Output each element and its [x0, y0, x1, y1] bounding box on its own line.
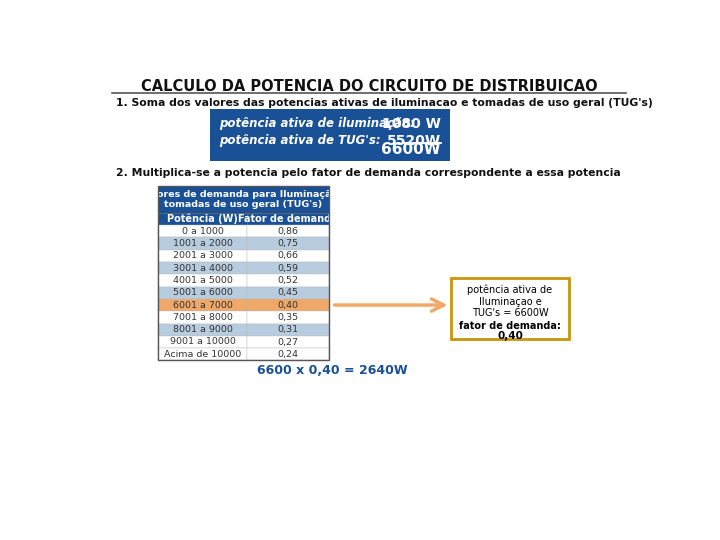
FancyBboxPatch shape — [158, 287, 248, 299]
FancyBboxPatch shape — [248, 336, 329, 348]
FancyBboxPatch shape — [158, 249, 248, 262]
Text: 5001 a 6000: 5001 a 6000 — [173, 288, 233, 297]
FancyBboxPatch shape — [451, 279, 569, 339]
Text: 0,52: 0,52 — [277, 276, 299, 285]
Text: 0,75: 0,75 — [277, 239, 299, 248]
Text: 7001 a 8000: 7001 a 8000 — [173, 313, 233, 322]
FancyBboxPatch shape — [158, 225, 248, 237]
Text: 0,35: 0,35 — [277, 313, 299, 322]
Text: Fator de demanda: Fator de demanda — [238, 214, 338, 224]
FancyBboxPatch shape — [248, 237, 329, 249]
FancyBboxPatch shape — [248, 311, 329, 323]
Text: 6600 x 0,40 = 2640W: 6600 x 0,40 = 2640W — [257, 363, 408, 376]
FancyBboxPatch shape — [248, 213, 329, 225]
FancyBboxPatch shape — [248, 323, 329, 336]
Text: 6600W: 6600W — [382, 142, 441, 157]
Text: CALCULO DA POTENCIA DO CIRCUITO DE DISTRIBUICAO: CALCULO DA POTENCIA DO CIRCUITO DE DISTR… — [140, 79, 598, 93]
Text: 8001 a 9000: 8001 a 9000 — [173, 325, 233, 334]
Text: 9001 a 10000: 9001 a 10000 — [170, 338, 235, 347]
Text: 0,66: 0,66 — [277, 251, 299, 260]
FancyBboxPatch shape — [248, 225, 329, 237]
FancyBboxPatch shape — [248, 287, 329, 299]
Text: 0,24: 0,24 — [277, 350, 299, 359]
Text: 2. Multiplica-se a potencia pelo fator de demanda correspondente a essa potencia: 2. Multiplica-se a potencia pelo fator d… — [117, 168, 621, 178]
FancyBboxPatch shape — [158, 311, 248, 323]
Text: 0,40: 0,40 — [277, 301, 299, 309]
Text: 3001 a 4000: 3001 a 4000 — [173, 264, 233, 273]
Text: 0 a 1000: 0 a 1000 — [182, 227, 224, 235]
FancyBboxPatch shape — [158, 213, 248, 225]
FancyBboxPatch shape — [158, 186, 329, 213]
FancyBboxPatch shape — [158, 274, 248, 287]
Text: 0,31: 0,31 — [277, 325, 299, 334]
FancyBboxPatch shape — [158, 323, 248, 336]
Text: 0,27: 0,27 — [277, 338, 299, 347]
Text: 6001 a 7000: 6001 a 7000 — [173, 301, 233, 309]
Text: potência ativa de
Iluminaçao e
TUG's = 6600W: potência ativa de Iluminaçao e TUG's = 6… — [467, 285, 553, 319]
Text: 2001 a 3000: 2001 a 3000 — [173, 251, 233, 260]
FancyBboxPatch shape — [158, 299, 248, 311]
Text: 1001 a 2000: 1001 a 2000 — [173, 239, 233, 248]
Text: fator de demanda:: fator de demanda: — [459, 321, 561, 331]
Text: Potência (W): Potência (W) — [167, 213, 238, 224]
FancyBboxPatch shape — [158, 237, 248, 249]
Text: 0,40: 0,40 — [497, 331, 523, 341]
Text: 0,45: 0,45 — [277, 288, 299, 297]
FancyBboxPatch shape — [248, 249, 329, 262]
FancyBboxPatch shape — [248, 348, 329, 361]
Text: 4001 a 5000: 4001 a 5000 — [173, 276, 233, 285]
Text: potência ativa de TUG's:: potência ativa de TUG's: — [220, 134, 381, 147]
Text: 0,59: 0,59 — [277, 264, 299, 273]
Text: Fatores de demanda para Iluminação e
tomadas de uso geral (TUG's): Fatores de demanda para Iluminação e tom… — [140, 190, 347, 209]
FancyBboxPatch shape — [248, 274, 329, 287]
FancyBboxPatch shape — [248, 299, 329, 311]
Text: Acima de 10000: Acima de 10000 — [164, 350, 241, 359]
FancyBboxPatch shape — [158, 336, 248, 348]
Text: 5520W: 5520W — [387, 134, 441, 148]
FancyBboxPatch shape — [248, 262, 329, 274]
FancyBboxPatch shape — [158, 262, 248, 274]
FancyBboxPatch shape — [158, 348, 248, 361]
Text: 1080 W: 1080 W — [382, 117, 441, 131]
Text: 1. Soma dos valores das potencias ativas de iluminacao e tomadas de uso geral (T: 1. Soma dos valores das potencias ativas… — [117, 98, 653, 108]
FancyBboxPatch shape — [210, 109, 451, 161]
Text: 0,86: 0,86 — [277, 227, 299, 235]
Text: potência ativa de iluminação:: potência ativa de iluminação: — [220, 117, 415, 130]
